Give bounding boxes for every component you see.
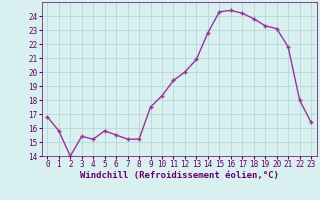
X-axis label: Windchill (Refroidissement éolien,°C): Windchill (Refroidissement éolien,°C)	[80, 171, 279, 180]
